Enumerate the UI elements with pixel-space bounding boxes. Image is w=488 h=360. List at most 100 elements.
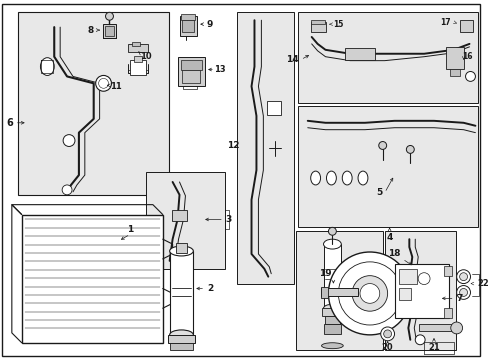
Bar [177,57,205,86]
Bar [324,316,340,324]
Ellipse shape [342,171,351,185]
Bar [321,308,343,316]
Circle shape [465,72,474,81]
Text: 4: 4 [386,233,392,242]
Bar [310,22,326,32]
Bar [167,335,195,343]
Text: 7: 7 [455,294,462,303]
Text: 8: 8 [87,26,94,35]
Text: 5: 5 [376,188,382,197]
Bar [236,12,293,284]
Bar [180,60,202,69]
Text: 18: 18 [387,249,400,258]
Text: 3: 3 [225,215,231,224]
Bar [459,20,472,32]
Bar [399,269,416,284]
Bar [182,20,194,32]
Circle shape [416,289,430,303]
Text: 14: 14 [285,55,298,64]
Ellipse shape [310,171,320,185]
Ellipse shape [326,171,336,185]
Circle shape [328,252,410,335]
Text: 1: 1 [127,225,133,234]
Bar [297,106,477,228]
Bar [21,215,163,343]
Ellipse shape [169,246,193,256]
Bar [320,287,328,298]
Circle shape [328,228,336,235]
Text: 6: 6 [6,118,13,128]
Bar [418,324,458,331]
Bar [175,243,187,253]
Circle shape [383,330,391,338]
Circle shape [96,76,111,91]
Ellipse shape [169,330,193,340]
Ellipse shape [321,343,343,349]
Bar [449,68,459,76]
Text: 10: 10 [140,52,151,61]
Circle shape [378,141,386,149]
Bar [132,42,140,46]
Bar [128,44,148,52]
Bar [104,26,114,36]
Bar [323,244,341,308]
Circle shape [459,273,467,280]
Circle shape [406,145,413,153]
Bar [443,308,451,318]
Text: 22: 22 [476,279,488,288]
Ellipse shape [357,171,367,185]
Bar [182,69,200,83]
Text: 9: 9 [206,20,213,29]
Text: 17: 17 [440,18,450,27]
Bar [320,288,357,296]
Text: 15: 15 [332,20,343,29]
Bar [179,16,197,36]
Text: 13: 13 [214,65,225,74]
Text: 11: 11 [110,82,122,91]
Circle shape [414,335,424,345]
Text: 20: 20 [381,343,393,352]
Circle shape [170,257,180,267]
Bar [443,266,451,276]
Bar [102,24,116,38]
Bar [345,48,374,60]
Circle shape [450,322,462,334]
Circle shape [380,327,394,341]
Bar [181,14,195,20]
Circle shape [456,270,469,284]
Bar [323,324,341,334]
Bar [267,101,281,115]
Circle shape [63,135,75,147]
Circle shape [99,78,108,88]
Text: 21: 21 [427,343,439,352]
Ellipse shape [41,58,54,76]
Circle shape [459,288,467,296]
Bar [169,343,193,350]
Circle shape [359,284,379,303]
Text: 2: 2 [206,284,213,293]
Bar [399,288,410,300]
Text: 16: 16 [461,52,472,61]
Bar [384,231,455,350]
Bar [310,20,324,24]
Ellipse shape [323,239,341,249]
Circle shape [417,273,429,284]
Bar [171,210,187,221]
Bar [394,264,448,318]
Circle shape [338,262,401,325]
Text: 19: 19 [319,269,331,278]
Bar [445,47,463,68]
Bar [146,172,224,269]
Bar [295,231,382,350]
Circle shape [105,12,113,20]
Text: 12: 12 [227,141,240,150]
Bar [169,251,193,335]
Bar [134,56,142,62]
Circle shape [351,276,387,311]
Bar [18,12,168,195]
Bar [297,12,477,103]
Ellipse shape [323,304,341,312]
Circle shape [62,185,72,195]
Bar [130,60,146,76]
Circle shape [456,285,469,300]
